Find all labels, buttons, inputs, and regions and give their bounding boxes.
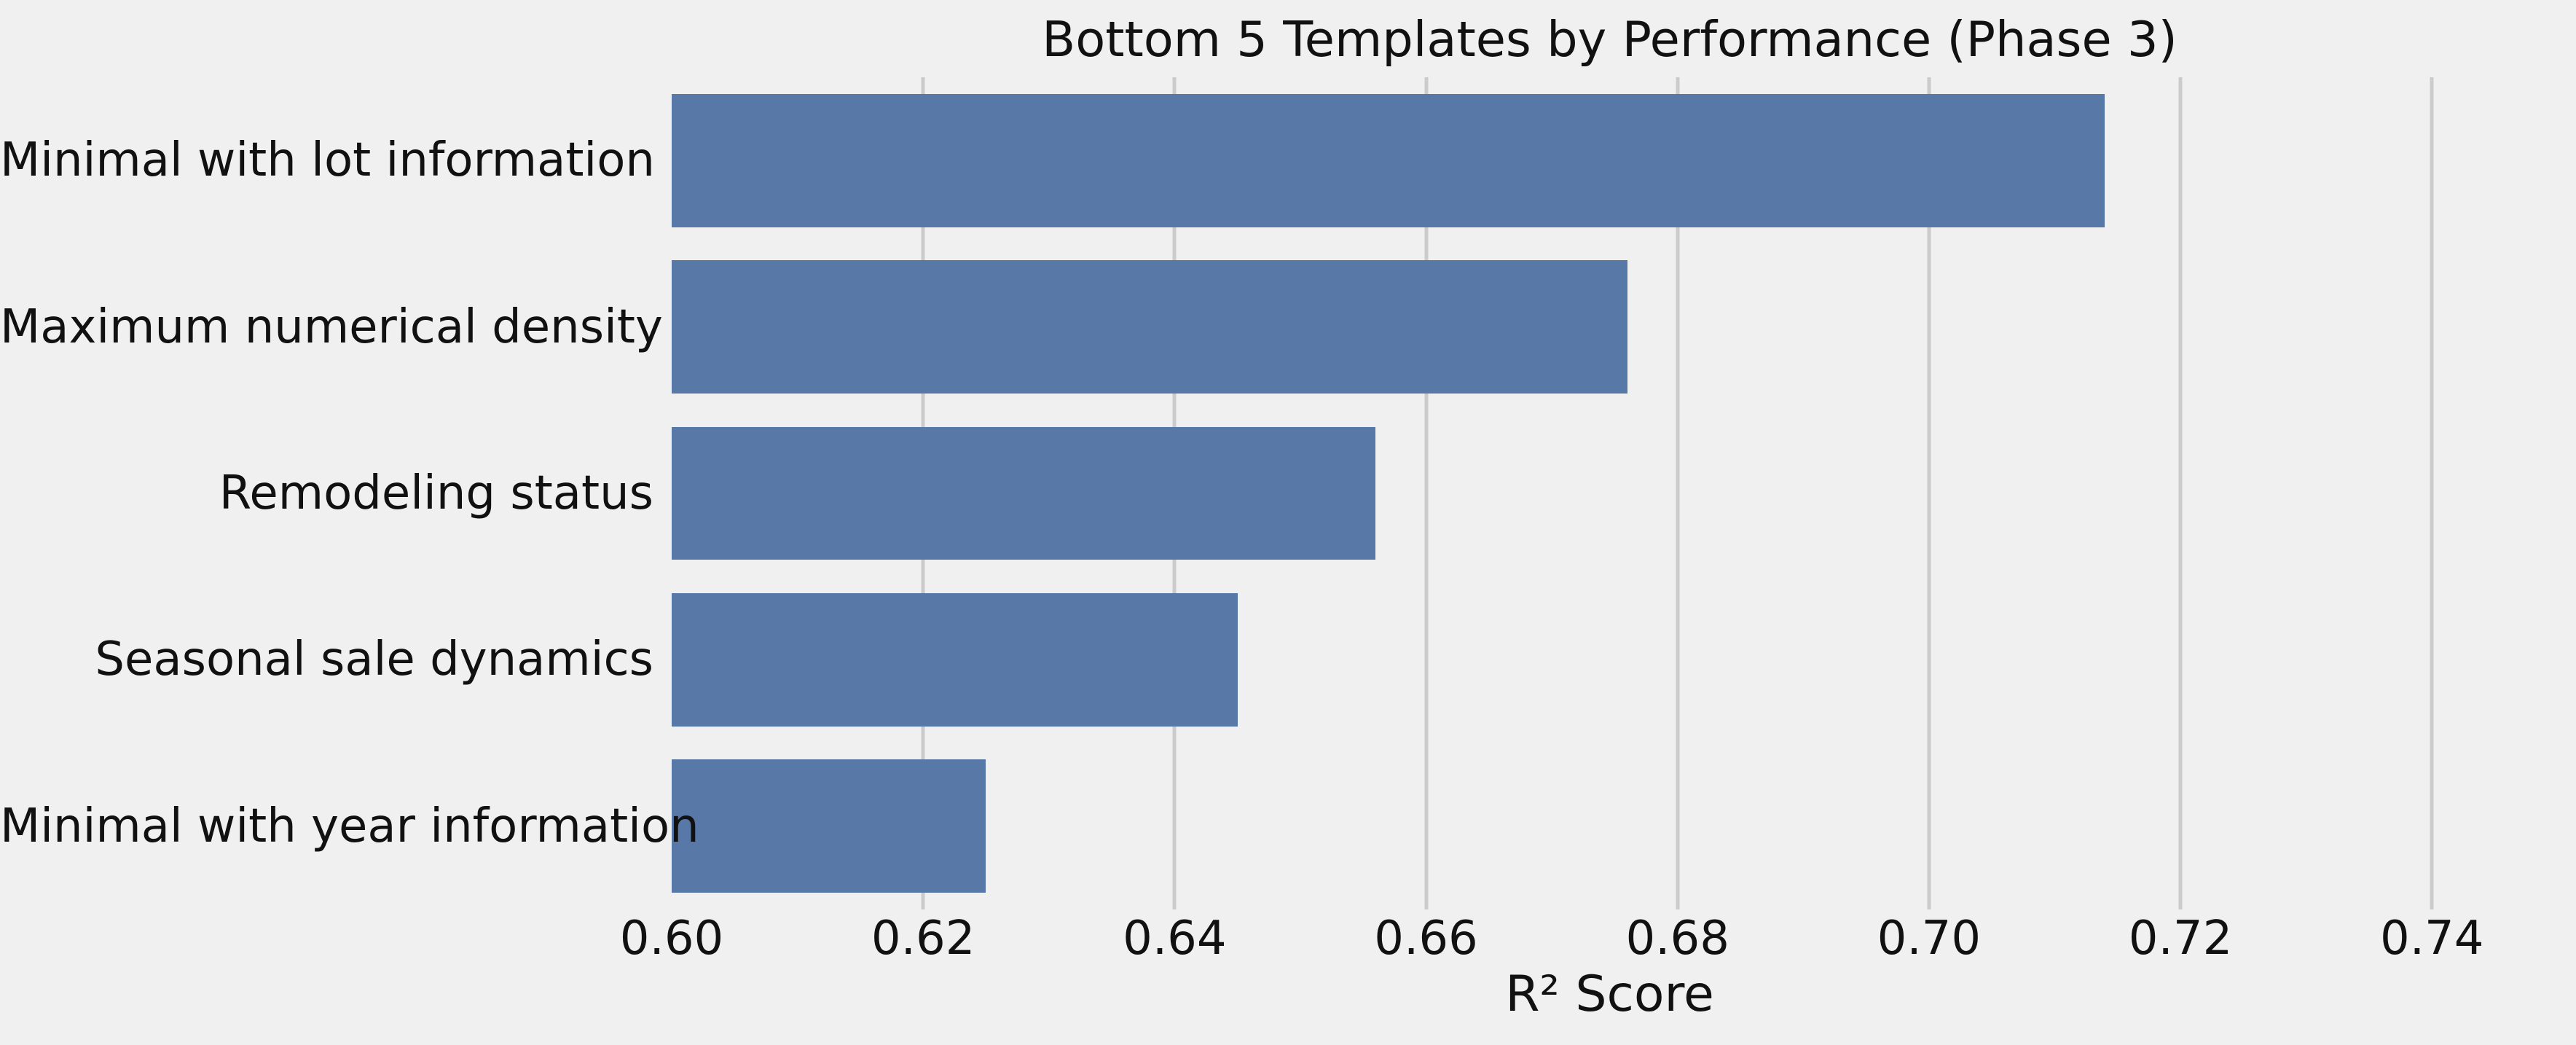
x-axis-tick-label: 0.70 xyxy=(1877,912,1982,966)
bar xyxy=(672,593,1238,727)
y-axis-tick-label: Maximum numerical density xyxy=(0,300,663,354)
bar xyxy=(672,759,986,893)
y-axis-tick-label: Seasonal sale dynamics xyxy=(95,633,653,687)
bar xyxy=(672,260,1627,394)
gridline xyxy=(1676,77,1680,909)
x-axis-tick-label: 0.72 xyxy=(2128,912,2233,966)
x-axis-tick-label: 0.68 xyxy=(1625,912,1729,966)
gridline xyxy=(2178,77,2183,909)
bar xyxy=(672,426,1376,560)
chart-title: Bottom 5 Templates by Performance (Phase… xyxy=(1042,11,2178,68)
gridline xyxy=(1927,77,1931,909)
x-axis-tick-label: 0.66 xyxy=(1374,912,1478,966)
gridline xyxy=(2430,77,2434,909)
y-axis-tick-label: Minimal with lot information xyxy=(0,133,655,188)
x-axis-tick-label: 0.60 xyxy=(619,912,724,966)
gridline xyxy=(1424,77,1429,909)
x-axis-tick-label: 0.74 xyxy=(2379,912,2484,966)
x-axis-label: R² Score xyxy=(1505,966,1714,1023)
plot-area xyxy=(672,77,2548,909)
y-axis-tick-label: Minimal with year information xyxy=(0,799,699,853)
bar xyxy=(672,93,2105,227)
x-axis-tick-label: 0.64 xyxy=(1123,912,1227,966)
x-axis-tick-label: 0.62 xyxy=(871,912,975,966)
y-axis-tick-label: Remodeling status xyxy=(219,466,653,520)
